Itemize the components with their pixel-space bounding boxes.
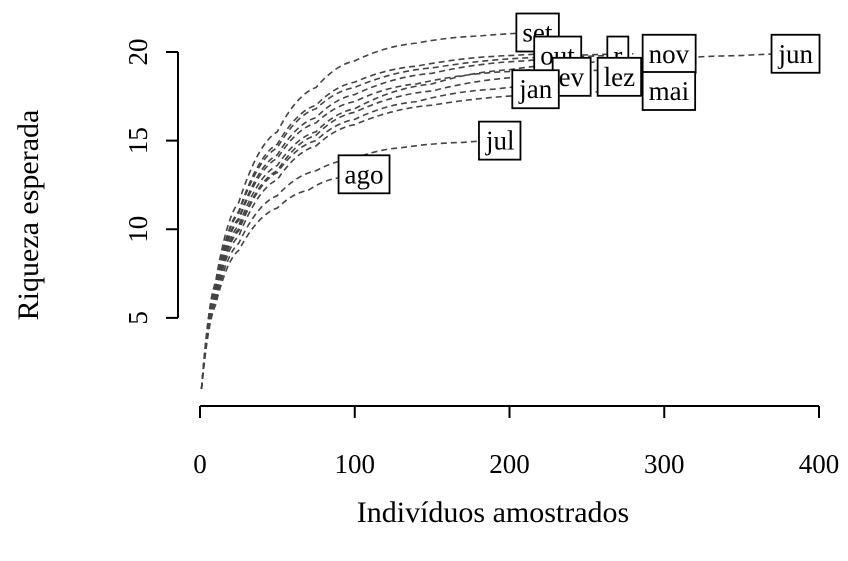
label-jul: jul [478, 120, 522, 161]
label-text: jul [485, 126, 515, 156]
curves-group [200, 31, 789, 389]
label-text: nov [649, 39, 690, 69]
y-tick-label: 20 [123, 39, 153, 66]
label-box [478, 120, 522, 161]
label-text: ago [345, 159, 384, 189]
label-text: lez [604, 62, 635, 92]
label-box [337, 154, 391, 195]
x-tick-label: 0 [193, 449, 207, 479]
x-tick-label: 400 [799, 449, 840, 479]
label-jun: jun [770, 33, 821, 74]
curve-set [200, 31, 544, 389]
x-tick-label: 200 [489, 449, 530, 479]
x-axis-label: Indivíduos amostrados [357, 496, 629, 529]
y-ticks: 5 10 15 20 [123, 39, 178, 325]
curve-fev [200, 67, 575, 389]
curve-out [200, 52, 560, 389]
axes-group: 0 100 200 300 400 5 10 15 20 Indivíduos amostra… [12, 39, 839, 530]
y-tick-label: 15 [123, 127, 153, 154]
label-box [641, 33, 697, 74]
label-text: r [613, 41, 622, 71]
label-box [641, 71, 697, 111]
y-axis-label: Riqueza esperada [12, 110, 45, 321]
x-ticks: 0 100 200 300 400 [193, 406, 839, 479]
label-box [770, 33, 821, 74]
curve-mai [200, 90, 642, 389]
label-box [596, 56, 643, 97]
label-mai: mai [641, 71, 697, 111]
label-text: jun [778, 39, 814, 69]
label-text: mai [649, 76, 690, 106]
curve-dez [200, 68, 614, 389]
label-text: ev [559, 62, 585, 92]
curve-nov [200, 52, 634, 389]
x-tick-label: 300 [644, 449, 685, 479]
label-jan: jan [511, 69, 560, 110]
y-tick-label: 10 [123, 216, 153, 243]
label-lez: lez [596, 56, 643, 97]
x-tick-label: 100 [335, 449, 376, 479]
label-box [511, 69, 560, 110]
label-ago: ago [337, 154, 391, 195]
curve-jan [200, 84, 538, 389]
curve-jun [200, 52, 789, 389]
y-tick-label: 5 [123, 311, 153, 325]
curve-ago [200, 173, 358, 389]
label-text: jan [518, 74, 552, 104]
label-nov: nov [641, 33, 697, 74]
